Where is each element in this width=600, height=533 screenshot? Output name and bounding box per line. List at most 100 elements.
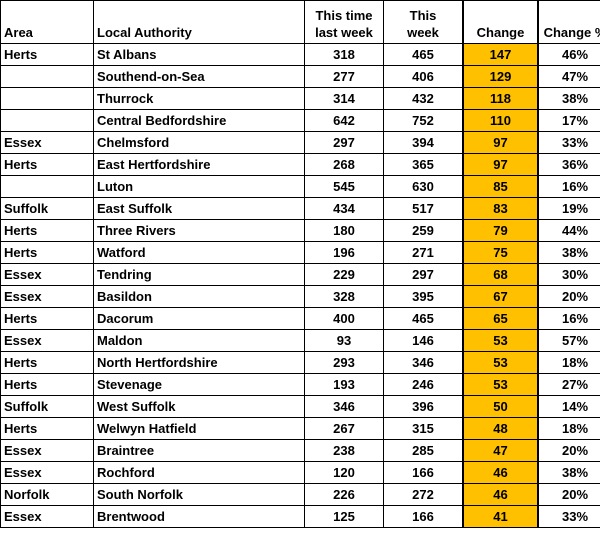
cell-change-pct: 36% <box>537 153 600 176</box>
cell-last-week: 314 <box>304 87 384 110</box>
cell-local-authority: Brentwood <box>93 505 305 528</box>
cell-change: 118 <box>462 87 539 110</box>
cell-last-week: 93 <box>304 329 384 352</box>
cell-change-pct: 17% <box>537 109 600 132</box>
cell-last-week: 268 <box>304 153 384 176</box>
cell-change: 79 <box>462 219 539 242</box>
cell-area <box>0 87 94 110</box>
cell-this-week: 752 <box>383 109 464 132</box>
header-this-week: This week <box>383 0 464 44</box>
cell-this-week: 166 <box>383 461 464 484</box>
cell-local-authority: Southend-on-Sea <box>93 65 305 88</box>
table-row: Herts Three Rivers 180 259 79 44% <box>0 219 600 242</box>
cell-change-pct: 14% <box>537 395 600 418</box>
cell-this-week: 465 <box>383 307 464 330</box>
cell-change-pct: 20% <box>537 483 600 506</box>
table-row: Herts North Hertfordshire 293 346 53 18% <box>0 351 600 374</box>
cell-last-week: 346 <box>304 395 384 418</box>
cell-change: 129 <box>462 65 539 88</box>
cell-last-week: 297 <box>304 131 384 154</box>
table-row: Essex Chelmsford 297 394 97 33% <box>0 131 600 154</box>
header-change: Change <box>462 0 539 44</box>
cell-area: Herts <box>0 373 94 396</box>
cell-local-authority: Welwyn Hatfield <box>93 417 305 440</box>
cell-last-week: 238 <box>304 439 384 462</box>
cell-change-pct: 30% <box>537 263 600 286</box>
cell-last-week: 226 <box>304 483 384 506</box>
cell-change-pct: 20% <box>537 439 600 462</box>
cell-local-authority: East Suffolk <box>93 197 305 220</box>
table-row: Herts St Albans 318 465 147 46% <box>0 43 600 66</box>
cell-this-week: 630 <box>383 175 464 198</box>
cell-area: Essex <box>0 461 94 484</box>
cell-change: 41 <box>462 505 539 528</box>
cell-area <box>0 109 94 132</box>
cell-area: Essex <box>0 131 94 154</box>
table-row: Essex Brentwood 125 166 41 33% <box>0 505 600 528</box>
table-row: Essex Maldon 93 146 53 57% <box>0 329 600 352</box>
cell-last-week: 196 <box>304 241 384 264</box>
cell-last-week: 229 <box>304 263 384 286</box>
header-last-week: This time last week <box>304 0 384 44</box>
table-row: Essex Tendring 229 297 68 30% <box>0 263 600 286</box>
cell-last-week: 180 <box>304 219 384 242</box>
cell-area <box>0 175 94 198</box>
cell-area: Essex <box>0 329 94 352</box>
header-this-week-line1: This <box>409 8 437 23</box>
cell-last-week: 277 <box>304 65 384 88</box>
cell-change: 83 <box>462 197 539 220</box>
cell-local-authority: Tendring <box>93 263 305 286</box>
cell-area: Essex <box>0 505 94 528</box>
cell-local-authority: South Norfolk <box>93 483 305 506</box>
table-row: Norfolk South Norfolk 226 272 46 20% <box>0 483 600 506</box>
cell-this-week: 394 <box>383 131 464 154</box>
cell-area: Herts <box>0 417 94 440</box>
cell-last-week: 434 <box>304 197 384 220</box>
cell-local-authority: West Suffolk <box>93 395 305 418</box>
cell-area: Herts <box>0 241 94 264</box>
cell-last-week: 193 <box>304 373 384 396</box>
cell-this-week: 432 <box>383 87 464 110</box>
cell-local-authority: Dacorum <box>93 307 305 330</box>
cell-change: 147 <box>462 43 539 66</box>
cell-local-authority: Maldon <box>93 329 305 352</box>
cell-this-week: 271 <box>383 241 464 264</box>
header-change-pct: Change % <box>537 0 600 44</box>
cell-change: 53 <box>462 373 539 396</box>
table-row: Essex Braintree 238 285 47 20% <box>0 439 600 462</box>
cell-change-pct: 19% <box>537 197 600 220</box>
cell-change: 75 <box>462 241 539 264</box>
cell-change: 46 <box>462 461 539 484</box>
table-row: Suffolk East Suffolk 434 517 83 19% <box>0 197 600 220</box>
header-local-authority: Local Authority <box>93 0 305 44</box>
table-row: Herts Watford 196 271 75 38% <box>0 241 600 264</box>
cell-this-week: 146 <box>383 329 464 352</box>
cell-last-week: 318 <box>304 43 384 66</box>
cell-change: 97 <box>462 153 539 176</box>
table-body: Herts St Albans 318 465 147 46% Southend-on-Se… <box>0 43 600 528</box>
header-this-week-line2: week <box>407 25 439 40</box>
cell-local-authority: East Hertfordshire <box>93 153 305 176</box>
cell-local-authority: Rochford <box>93 461 305 484</box>
cell-area: Herts <box>0 307 94 330</box>
cell-change: 67 <box>462 285 539 308</box>
cell-area: Herts <box>0 153 94 176</box>
cell-change: 65 <box>462 307 539 330</box>
cell-this-week: 396 <box>383 395 464 418</box>
cell-last-week: 125 <box>304 505 384 528</box>
cell-this-week: 246 <box>383 373 464 396</box>
cell-this-week: 395 <box>383 285 464 308</box>
cell-local-authority: Basildon <box>93 285 305 308</box>
cell-this-week: 406 <box>383 65 464 88</box>
table-row: Herts East Hertfordshire 268 365 97 36% <box>0 153 600 176</box>
table-row: Herts Stevenage 193 246 53 27% <box>0 373 600 396</box>
cell-change-pct: 16% <box>537 175 600 198</box>
cell-local-authority: Central Bedfordshire <box>93 109 305 132</box>
cell-local-authority: Thurrock <box>93 87 305 110</box>
cell-change: 48 <box>462 417 539 440</box>
cell-local-authority: Three Rivers <box>93 219 305 242</box>
cell-this-week: 346 <box>383 351 464 374</box>
cell-this-week: 166 <box>383 505 464 528</box>
cell-change-pct: 44% <box>537 219 600 242</box>
